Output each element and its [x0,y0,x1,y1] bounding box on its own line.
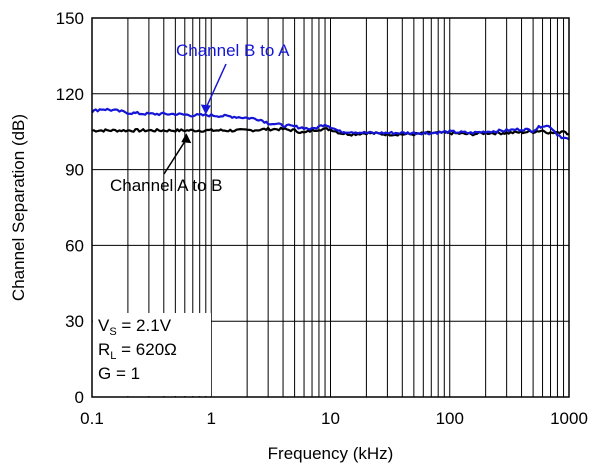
x-tick-label: 10 [321,409,340,428]
annotation-arrow-b-to-a [205,63,227,109]
y-axis-title: Channel Separation (dB) [9,114,28,301]
annotation-arrowhead-b-to-a [200,104,211,115]
conditions-background [93,313,211,396]
annotation-arrowhead-a-to-b [181,133,192,144]
plot-frame [91,17,570,398]
condition-vs: VS = 2.1V [98,316,172,338]
y-tick-label: 60 [65,236,84,255]
y-tick-label: 120 [56,85,84,104]
y-tick-label: 90 [65,161,84,180]
condition-rl: RL = 620Ω [98,340,177,362]
y-gridlines [92,93,569,322]
annotation-label-b-to-a: Channel B to A [176,41,290,60]
y-tick-label: 0 [75,388,84,407]
series-line-a-to-b [91,126,570,137]
x-tick-labels: 0.1 1 10 100 1000 [80,409,588,428]
y-tick-label: 150 [56,9,84,28]
x-gridlines [127,18,565,397]
x-tick-label: 100 [436,409,464,428]
series-line-b-to-a [91,107,570,141]
x-axis-title: Frequency (kHz) [268,444,394,463]
y-tick-label: 30 [65,312,84,331]
series-layer [91,107,570,141]
annotation-arrow-a-to-b [163,138,187,175]
condition-g: G = 1 [98,364,140,383]
annotation-label-a-to-b: Channel A to B [110,176,222,195]
conditions-box: VS = 2.1V RL = 620Ω G = 1 [93,313,211,396]
x-tick-label: 1000 [550,409,588,428]
x-tick-label: 0.1 [80,409,104,428]
y-tick-labels: 0 30 60 90 120 150 [56,9,84,407]
x-tick-label: 1 [207,409,216,428]
annotation-layer: Channel B to A Channel A to B [110,41,290,195]
